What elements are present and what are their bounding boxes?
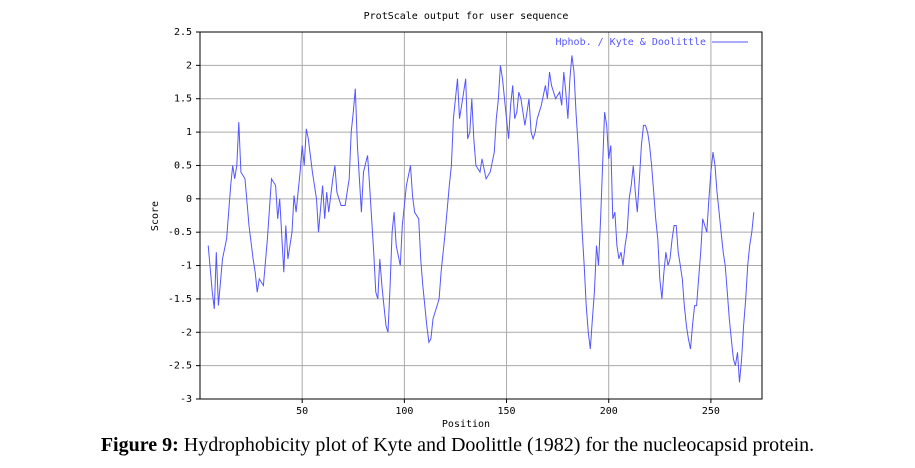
caption: Figure 9: Hydrophobicity plot of Kyte an… — [0, 434, 915, 457]
y-tick-label: -3 — [180, 394, 192, 405]
y-tick-label: 0 — [186, 194, 192, 205]
y-tick-label: -0.5 — [168, 227, 192, 238]
y-tick-label: -2 — [180, 327, 192, 338]
y-tick-label: 1 — [186, 127, 192, 138]
plot-frame — [199, 31, 763, 400]
line-series — [207, 55, 755, 383]
y-tick-label: 1.5 — [174, 94, 192, 105]
legend-label: Hphob. / Kyte & Doolittle — [555, 37, 706, 48]
x-tick-label: 50 — [296, 406, 308, 417]
y-tick-label: -1 — [180, 261, 192, 272]
x-tick-label: 250 — [702, 406, 720, 417]
caption-label: Figure 9: — [100, 434, 179, 456]
y-tick-label: 2 — [186, 60, 192, 71]
chart-title: ProtScale output for user sequence — [364, 11, 569, 22]
caption-text: Hydrophobicity plot of Kyte and Doolittl… — [178, 434, 815, 456]
y-tick-label: 2.5 — [174, 27, 192, 38]
y-tick-label: -1.5 — [168, 294, 192, 305]
x-tick-label: 200 — [600, 406, 618, 417]
chart: ProtScale output for user sequence Posit… — [150, 11, 763, 430]
x-tick-label: 150 — [498, 406, 516, 417]
x-tick-label: 100 — [395, 406, 413, 417]
y-axis-label: Score — [150, 201, 161, 231]
y-tick-label: 0.5 — [174, 160, 192, 171]
y-tick-label: -2.5 — [168, 361, 192, 372]
x-axis-label: Position — [442, 419, 490, 430]
